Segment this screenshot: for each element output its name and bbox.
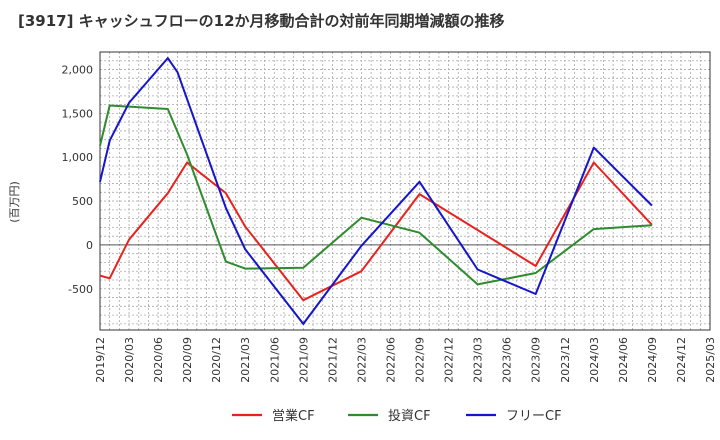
x-tick-label: 2024/06	[617, 337, 630, 383]
x-tick-label: 2020/06	[152, 337, 165, 383]
x-tick-label: 2024/09	[646, 337, 659, 383]
y-tick-label: 2,000	[62, 64, 94, 77]
x-tick-label: 2025/03	[704, 337, 717, 383]
plot-frame	[99, 51, 711, 331]
legend-label: 投資CF	[388, 408, 431, 424]
x-tick-label: 2022/12	[443, 337, 456, 383]
legend: 営業CF 投資CF フリーCF	[232, 408, 562, 424]
x-tick-label: 2023/12	[559, 337, 572, 383]
legend-label: フリーCF	[506, 409, 562, 424]
x-tick-label: 2023/09	[530, 337, 543, 383]
x-tick-label: 2022/09	[414, 337, 427, 383]
series-line	[99, 57, 653, 325]
series-line	[99, 161, 653, 302]
plot-background	[100, 52, 710, 330]
x-tick-label: 2021/06	[268, 337, 281, 383]
x-tick-label: 2020/03	[123, 337, 136, 383]
x-tick-label: 2024/03	[588, 337, 601, 383]
y-tick-label: 1,500	[62, 107, 94, 120]
x-tick-label: 2023/03	[472, 337, 485, 383]
x-tick-label: 2019/12	[94, 337, 107, 383]
x-tick-label: 2024/12	[675, 337, 688, 383]
x-tick-label: 2022/03	[355, 337, 368, 383]
x-tick-label: 2021/03	[239, 337, 252, 383]
y-tick-labels: -500 0 500 1,000 1,500 2,000	[62, 64, 94, 296]
y-tick-label: -500	[68, 283, 93, 296]
y-tick-label: 500	[72, 195, 93, 208]
x-tick-label: 2021/12	[326, 337, 339, 383]
x-tick-label: 2021/09	[297, 337, 310, 383]
x-tick-label: 2020/12	[210, 337, 223, 383]
series-line	[99, 104, 652, 286]
chart-title: [3917] キャッシュフローの12か月移動合計の対前年同期増減額の推移	[18, 12, 505, 30]
x-tick-label: 2022/06	[384, 337, 397, 383]
y-tick-label: 0	[86, 239, 93, 252]
legend-label: 営業CF	[272, 408, 315, 424]
y-tick-label: 1,000	[62, 151, 94, 164]
x-tick-label: 2020/09	[181, 337, 194, 383]
y-axis-label: (百万円)	[8, 181, 21, 223]
series-layer	[99, 57, 653, 325]
x-tick-labels: 2019/12 2020/03 2020/06 2020/09 2020/12 2021/…	[94, 337, 717, 383]
x-tick-label: 2023/06	[501, 337, 514, 383]
